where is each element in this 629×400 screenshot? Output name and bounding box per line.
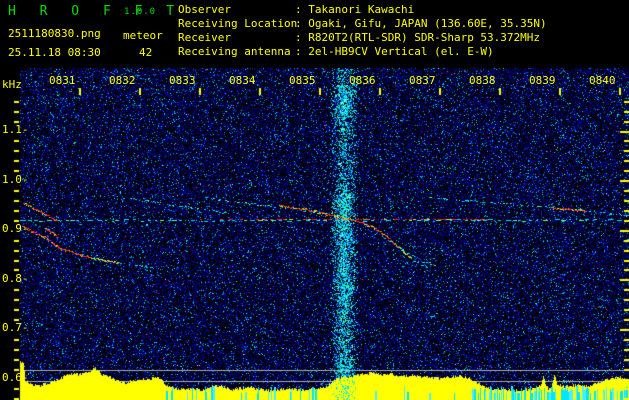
x-axis-label: 0840 xyxy=(589,74,616,87)
x-axis-label: 0839 xyxy=(529,74,556,87)
info-value: 2el-HB9CV Vertical (el. E-W) xyxy=(308,45,494,58)
info-separator: : xyxy=(295,3,309,16)
app-title: H R O F F T xyxy=(8,4,183,19)
mode-label: meteor xyxy=(123,29,163,42)
info-label: Receiving Location xyxy=(178,17,298,30)
y-axis-label: 0.8- xyxy=(2,272,29,285)
info-value: Takanori Kawachi xyxy=(308,3,415,16)
info-value: Ogaki, Gifu, JAPAN (136.60E, 35.35N) xyxy=(308,17,547,30)
y-axis-unit: kHz xyxy=(2,78,22,91)
info-value: R820T2(RTL-SDR) SDR-Sharp 53.372MHz xyxy=(308,31,541,44)
info-separator: : xyxy=(295,45,309,58)
x-axis-label: 0837 xyxy=(409,74,436,87)
info-label: Observer xyxy=(178,3,231,16)
x-axis-label: 0834 xyxy=(229,74,256,87)
x-axis-label: 0832 xyxy=(109,74,136,87)
info-separator: : xyxy=(295,17,309,30)
station-info: Observer: Takanori Kawachi Receiving Loc… xyxy=(178,3,547,59)
y-axis-label: 0.7- xyxy=(2,321,29,334)
info-label: Receiving antenna xyxy=(178,45,291,58)
x-axis-label: 0831 xyxy=(49,74,76,87)
y-axis-label: 1.1- xyxy=(2,123,29,136)
info-row-antenna: Receiving antenna: 2el-HB9CV Vertical (e… xyxy=(178,45,547,59)
info-separator: : xyxy=(295,31,309,44)
x-axis-label: 0835 xyxy=(289,74,316,87)
y-axis-label: 0.9- xyxy=(2,222,29,235)
y-axis-label: 1.0- xyxy=(2,173,29,186)
x-axis-label: 0836 xyxy=(349,74,376,87)
app-version: 1.0.0 xyxy=(124,7,157,17)
info-label: Receiver xyxy=(178,31,231,44)
info-row-observer: Observer: Takanori Kawachi xyxy=(178,3,547,17)
y-axis-label: 0.6- xyxy=(2,371,29,384)
datetime: 25.11.18 08:30 xyxy=(8,46,101,59)
x-axis-label: 0833 xyxy=(169,74,196,87)
echo-count: 42 xyxy=(139,46,153,59)
filename: 2511180830.png xyxy=(8,27,101,40)
x-axis-label: 0838 xyxy=(469,74,496,87)
info-row-location: Receiving Location: Ogaki, Gifu, JAPAN (… xyxy=(178,17,547,31)
info-row-receiver: Receiver: R820T2(RTL-SDR) SDR-Sharp 53.3… xyxy=(178,31,547,45)
